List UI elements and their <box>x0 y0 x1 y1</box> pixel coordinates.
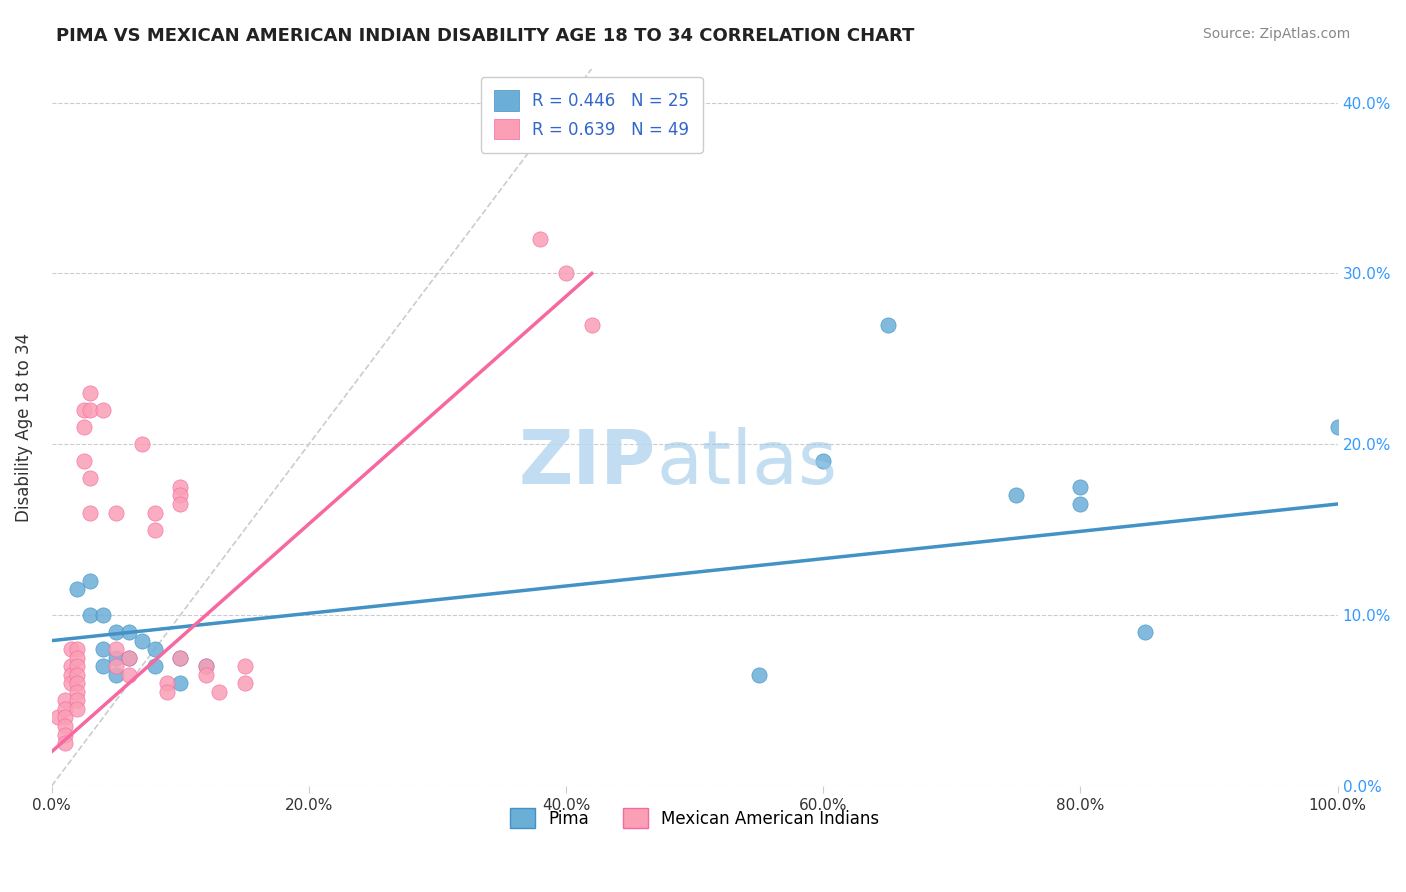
Text: ZIP: ZIP <box>519 426 657 500</box>
Point <box>105 642 128 657</box>
Point <box>79 403 101 417</box>
Point <box>79 607 101 622</box>
Point <box>143 506 166 520</box>
Point <box>105 650 128 665</box>
Point <box>73 454 96 468</box>
Text: PIMA VS MEXICAN AMERICAN INDIAN DISABILITY AGE 18 TO 34 CORRELATION CHART: PIMA VS MEXICAN AMERICAN INDIAN DISABILI… <box>56 27 915 45</box>
Point <box>66 685 89 699</box>
Point <box>46 710 69 724</box>
Point <box>118 650 141 665</box>
Point <box>66 650 89 665</box>
Point <box>73 403 96 417</box>
Point <box>53 719 76 733</box>
Point <box>105 659 128 673</box>
Point <box>131 633 153 648</box>
Point <box>208 685 231 699</box>
Point <box>53 693 76 707</box>
Point <box>91 659 114 673</box>
Point <box>105 625 128 640</box>
Point <box>118 625 141 640</box>
Point <box>1326 420 1348 434</box>
Point <box>91 403 114 417</box>
Point <box>156 676 179 690</box>
Point <box>195 667 218 681</box>
Point <box>233 659 256 673</box>
Legend: Pima, Mexican American Indians: Pima, Mexican American Indians <box>503 801 886 835</box>
Point <box>91 607 114 622</box>
Point <box>91 642 114 657</box>
Point <box>195 659 218 673</box>
Point <box>60 676 83 690</box>
Point <box>581 318 603 332</box>
Point <box>1005 488 1028 502</box>
Point <box>813 454 835 468</box>
Point <box>66 582 89 597</box>
Point <box>66 659 89 673</box>
Point <box>748 667 770 681</box>
Point <box>169 497 191 511</box>
Point <box>105 667 128 681</box>
Point <box>143 659 166 673</box>
Point <box>169 650 191 665</box>
Point <box>169 676 191 690</box>
Point <box>79 386 101 401</box>
Point <box>169 488 191 502</box>
Point <box>66 676 89 690</box>
Point <box>73 420 96 434</box>
Point <box>66 693 89 707</box>
Point <box>1069 497 1091 511</box>
Text: Source: ZipAtlas.com: Source: ZipAtlas.com <box>1202 27 1350 41</box>
Point <box>1069 480 1091 494</box>
Point <box>60 667 83 681</box>
Point <box>156 685 179 699</box>
Point <box>529 232 551 246</box>
Point <box>79 506 101 520</box>
Point <box>53 727 76 741</box>
Point <box>79 574 101 588</box>
Y-axis label: Disability Age 18 to 34: Disability Age 18 to 34 <box>15 333 32 522</box>
Point <box>143 642 166 657</box>
Point <box>79 471 101 485</box>
Point <box>105 506 128 520</box>
Point <box>131 437 153 451</box>
Point <box>233 676 256 690</box>
Point <box>53 702 76 716</box>
Point <box>53 710 76 724</box>
Point <box>1133 625 1156 640</box>
Point <box>143 523 166 537</box>
Point <box>66 702 89 716</box>
Text: atlas: atlas <box>657 426 837 500</box>
Point <box>118 667 141 681</box>
Point <box>555 267 578 281</box>
Point <box>169 650 191 665</box>
Point <box>60 642 83 657</box>
Point <box>60 659 83 673</box>
Point <box>169 480 191 494</box>
Point <box>66 642 89 657</box>
Point <box>195 659 218 673</box>
Point <box>66 667 89 681</box>
Point <box>876 318 898 332</box>
Point <box>53 736 76 750</box>
Point <box>118 650 141 665</box>
